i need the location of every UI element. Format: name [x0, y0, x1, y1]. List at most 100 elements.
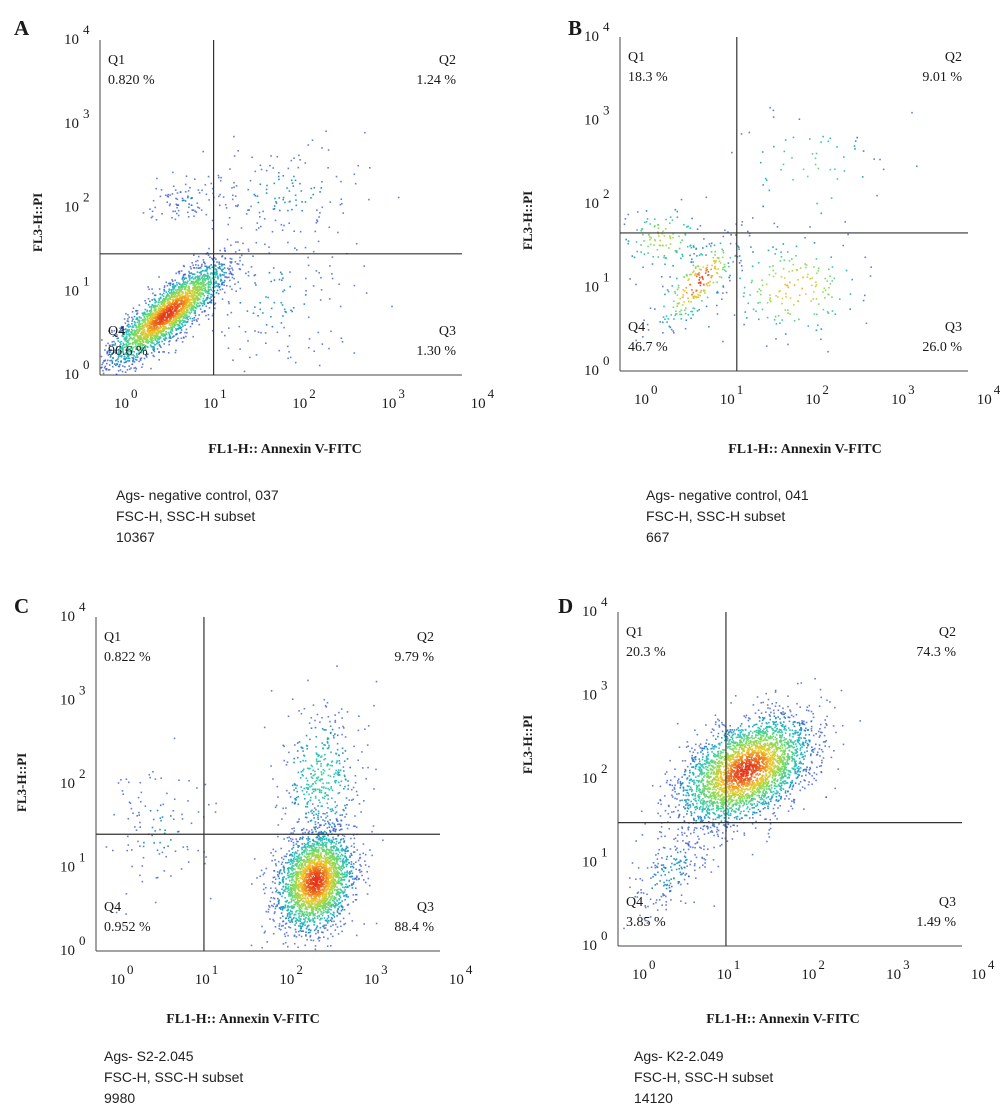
x-tick-exponent: 2: [822, 382, 829, 397]
x-tick-exponent: 3: [908, 382, 915, 397]
y-tick-exponent: 0: [83, 357, 90, 372]
quadrant-percent: 1.24 %: [416, 73, 456, 88]
y-tick-exponent: 3: [83, 106, 90, 121]
caption-sample: Ags- K2-2.049: [634, 1048, 724, 1064]
x-tick-exponent: 1: [212, 962, 219, 977]
x-tick-exponent: 2: [296, 962, 303, 977]
quadrant-q3-label: Q3 1.30 %: [416, 324, 456, 359]
quadrant-q1-label: Q1 18.3 %: [628, 50, 668, 85]
y-tick-exponent: 0: [79, 933, 86, 948]
x-tick-label: 10: [977, 392, 992, 408]
x-axis-label: FL1-H:: Annexin V-FITC: [706, 1012, 860, 1027]
x-tick-label: 10: [279, 972, 294, 988]
caption-sample: Ags- negative control, 037: [116, 487, 279, 503]
quadrant-percent: 88.4 %: [394, 920, 434, 935]
x-tick-label: 10: [364, 972, 379, 988]
quadrant-name: Q1: [626, 625, 643, 640]
quadrant-percent: 96.6 %: [108, 344, 148, 359]
x-tick-label: 10: [801, 967, 816, 983]
quadrant-percent: 1.49 %: [916, 915, 956, 930]
panel-letter: B: [568, 16, 583, 40]
x-tick-exponent: 1: [734, 957, 741, 972]
quadrant-q3-label: Q3 26.0 %: [922, 320, 962, 355]
x-tick-exponent: 0: [651, 382, 658, 397]
x-tick-exponent: 2: [309, 386, 316, 401]
y-tick-exponent: 0: [603, 353, 610, 368]
panel-c: C FL3-H::PI Q1 0.822 % Q2 9.79 % Q3 88.4 % Q4 0…: [0, 560, 500, 1117]
y-tick-exponent: 1: [83, 273, 90, 288]
quadrant-percent: 46.7 %: [628, 340, 668, 355]
x-tick-exponent: 4: [988, 957, 995, 972]
quadrant-q2-label: Q2 9.79 %: [394, 630, 434, 665]
panel-a: A FL3-H::PI Q1 0.820 % Q2 1.24 % Q3 1.30 % Q4 9…: [0, 0, 500, 560]
x-tick-label: 10: [114, 396, 129, 412]
quadrant-name: Q3: [945, 320, 962, 335]
x-tick-label: 10: [203, 396, 218, 412]
quadrant-q3-label: Q3 1.49 %: [916, 895, 956, 930]
y-tick-exponent: 3: [603, 103, 610, 118]
y-tick-label: 10: [582, 938, 597, 954]
quadrant-percent: 0.952 %: [104, 920, 151, 935]
x-tick-label: 10: [632, 967, 647, 983]
y-tick-exponent: 4: [603, 19, 610, 34]
caption-count: 667: [646, 529, 670, 545]
x-tick-label: 10: [292, 396, 307, 412]
quadrant-q1-label: Q1 0.822 %: [104, 630, 151, 665]
quadrant-percent: 20.3 %: [626, 645, 666, 660]
quadrant-percent: 9.79 %: [394, 650, 434, 665]
quadrant-percent: 9.01 %: [922, 70, 962, 85]
y-tick-exponent: 1: [601, 845, 608, 860]
x-tick-exponent: 4: [994, 382, 1000, 397]
quadrant-percent: 3.85 %: [626, 915, 666, 930]
y-tick-exponent: 3: [601, 678, 608, 693]
x-axis-label: FL1-H:: Annexin V-FITC: [728, 442, 882, 457]
y-tick-label: 10: [582, 688, 597, 704]
y-tick-exponent: 4: [83, 22, 90, 37]
x-tick-label: 10: [381, 396, 396, 412]
quadrant-q4-label: Q4 96.6 %: [108, 324, 148, 359]
caption-subset: FSC-H, SSC-H subset: [646, 508, 786, 524]
quadrant-q4-label: Q4 46.7 %: [628, 320, 668, 355]
y-tick-label: 10: [60, 943, 75, 959]
y-tick-exponent: 2: [603, 186, 610, 201]
quadrant-name: Q4: [628, 320, 645, 335]
y-tick-label: 10: [584, 29, 599, 45]
x-tick-exponent: 0: [127, 962, 134, 977]
x-tick-exponent: 3: [903, 957, 910, 972]
caption-sample: Ags- negative control, 041: [646, 487, 809, 503]
quadrant-q4-label: Q4 3.85 %: [626, 895, 666, 930]
event-dots: [100, 130, 400, 376]
panel-letter: D: [558, 594, 574, 618]
y-tick-exponent: 2: [79, 766, 86, 781]
x-tick-label: 10: [634, 392, 649, 408]
y-tick-exponent: 2: [601, 761, 608, 776]
quadrant-q3-label: Q3 88.4 %: [394, 900, 434, 935]
quadrant-name: Q4: [108, 324, 125, 339]
panel-d: D FL3-H::PI Q1 20.3 % Q2 74.3 % Q3 1.49 % Q4 3.…: [500, 560, 1000, 1117]
panel-letter: A: [14, 16, 30, 40]
panel-letter: C: [14, 594, 30, 618]
x-tick-label: 10: [971, 967, 986, 983]
x-tick-exponent: 1: [220, 386, 227, 401]
y-tick-label: 10: [584, 280, 599, 296]
y-tick-label: 10: [584, 363, 599, 379]
x-tick-exponent: 2: [818, 957, 825, 972]
x-axis-label: FL1-H:: Annexin V-FITC: [208, 442, 362, 457]
quadrant-q2-label: Q2 9.01 %: [922, 50, 962, 85]
quadrant-q1-label: Q1 20.3 %: [626, 625, 666, 660]
y-tick-label: 10: [582, 604, 597, 620]
y-tick-label: 10: [60, 860, 75, 876]
quadrant-percent: 18.3 %: [628, 70, 668, 85]
y-tick-label: 10: [582, 771, 597, 787]
event-dots: [623, 106, 918, 353]
quadrant-name: Q1: [104, 630, 121, 645]
quadrant-name: Q4: [626, 895, 643, 910]
y-tick-label: 10: [584, 196, 599, 212]
x-tick-exponent: 3: [381, 962, 388, 977]
y-tick-exponent: 4: [79, 599, 86, 614]
quadrant-q1-label: Q1 0.820 %: [108, 53, 155, 88]
x-axis-label: FL1-H:: Annexin V-FITC: [166, 1012, 320, 1027]
